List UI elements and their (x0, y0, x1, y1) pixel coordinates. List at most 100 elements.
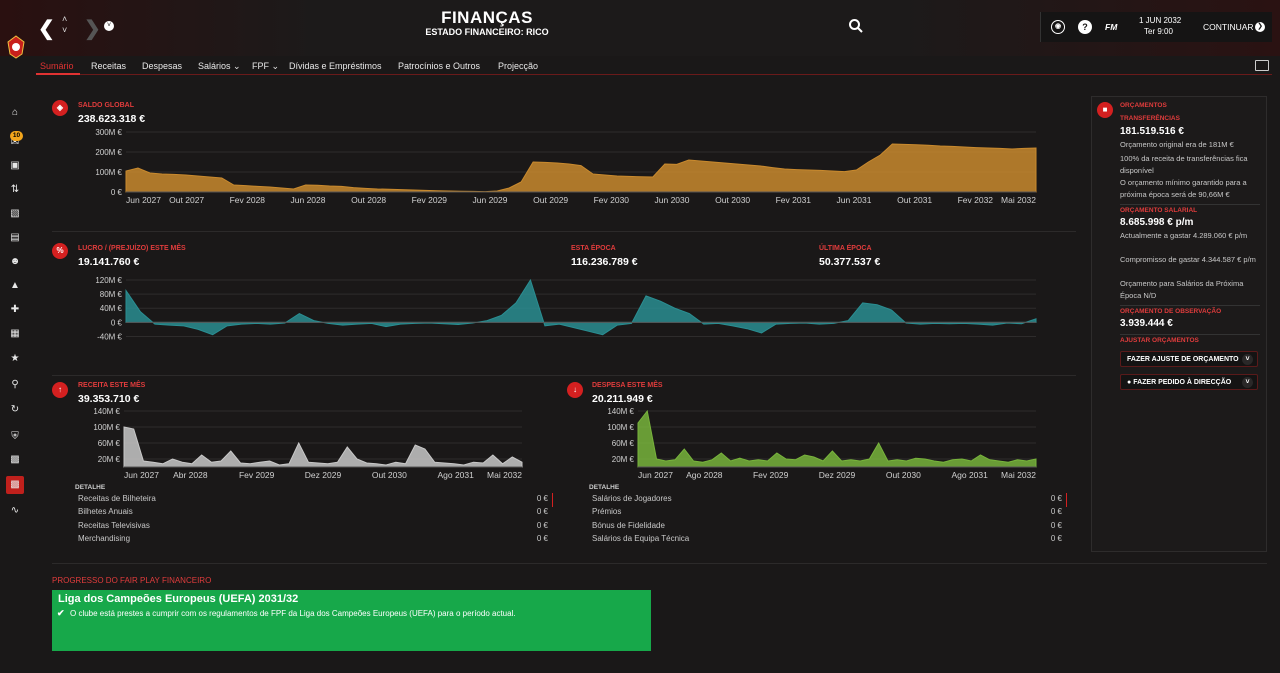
despesa-bar-indicator (1066, 493, 1067, 507)
check-icon: ✔ (57, 608, 65, 618)
receita-row: Receitas de Bilheteira (78, 494, 156, 503)
x-tick-label: Jun 2029 (473, 343, 508, 344)
adjust-budget-label: FAZER AJUSTE DE ORÇAMENTO (1127, 356, 1239, 363)
tab-despesas[interactable]: Despesas (142, 61, 183, 71)
x-tick-label: Fev 2028 (230, 195, 266, 205)
y-tick-label: 200M € (95, 148, 122, 157)
back-icon[interactable]: ❮ (38, 18, 55, 40)
x-tick-label: Mai 2032 (1001, 343, 1036, 344)
y-tick-label: 140M € (607, 407, 634, 416)
right-toolbar: ◉ ? FM 1 JUN 2032 Ter 9:00 CONTINUAR ❯ (1040, 12, 1272, 42)
adjust-budget-button[interactable]: FAZER AJUSTE DE ORÇAMENTO ˅ (1120, 351, 1258, 367)
wage-note: Compromisso de gastar 4.344.587 € p/m (1120, 255, 1256, 264)
x-tick-label: Fev 2030 (594, 343, 630, 344)
receita-row-value: 0 € (536, 521, 548, 530)
help-icon[interactable]: ? (1078, 20, 1092, 34)
club-vision-icon[interactable]: ▩ (10, 454, 20, 465)
nav-dropdown-icon[interactable]: ˅ (104, 21, 114, 31)
monitor-icon[interactable] (1255, 60, 1269, 71)
up-down-icon[interactable]: ˄ ˅ (62, 14, 68, 35)
tab-fpf[interactable]: FPF ⌄ (252, 61, 280, 71)
despesa-chart: 20M € 60M € 100M € 140M € Jun 2027 Ago 2028 Fe… (607, 407, 1037, 480)
wage-budget-value: 8.685.998 € p/m (1120, 217, 1194, 228)
tab-sumario[interactable]: Sumário (40, 61, 74, 71)
adjust-budgets-label: AJUSTAR ORÇAMENTOS (1120, 337, 1199, 344)
medical-icon[interactable]: ✚ (10, 304, 20, 315)
fm-icon[interactable]: FM (1105, 22, 1118, 32)
page-subtitle: ESTADO FINANCEIRO: RICO (425, 27, 549, 37)
staff-icon[interactable]: ☻ (9, 256, 21, 267)
x-tick-label: Out 2031 (897, 343, 932, 344)
tab-projeccao[interactable]: Projecção (498, 61, 539, 71)
season-value: 116.236.789 € (571, 256, 638, 268)
x-tick-label: Jun 2027 (126, 343, 161, 344)
despesa-row-value: 0 € (1050, 534, 1062, 543)
search-icon[interactable] (848, 18, 864, 34)
budgets-title: ORÇAMENTOS (1120, 102, 1167, 109)
request-board-button[interactable]: ● FAZER PEDIDO À DIRECÇÃO ˅ (1120, 374, 1258, 390)
tab-receitas[interactable]: Receitas (91, 61, 127, 71)
globe-icon[interactable]: ◉ (1051, 20, 1065, 34)
y-tick-label: 100M € (95, 168, 122, 177)
x-tick-label: Ago 2031 (951, 470, 988, 480)
last-season-label: ÚLTIMA ÉPOCA (819, 245, 872, 252)
receita-detail-title: DETALHE (75, 484, 106, 491)
dynamics-icon[interactable]: ▧ (10, 208, 20, 219)
receita-row-value: 0 € (536, 507, 548, 516)
expense-icon: ↓ (567, 382, 583, 398)
lucro-value: 19.141.760 € (78, 256, 140, 268)
x-tick-label: Jun 2031 (837, 195, 872, 205)
despesa-value: 20.211.949 € (592, 393, 653, 405)
balance-icon: ◈ (52, 100, 68, 116)
x-tick-label: Jun 2027 (124, 470, 159, 480)
club-info-icon[interactable]: ⛨ (11, 431, 19, 442)
ffp-status-box: Liga dos Campeões Europeus (UEFA) 2031/3… (52, 590, 651, 651)
y-tick-label: 0 € (111, 318, 123, 327)
reports-icon[interactable]: ▤ (10, 232, 20, 243)
continue-arrow-icon[interactable]: ❯ (1255, 22, 1265, 32)
sidebar: ⌂ ✉ ▣ ⇅ ▧ ▤ ☻ ▲ ✚ ▦ ★ ⚲ ↻ ⛨ ▩ ▩ ∿ (0, 96, 30, 526)
saldo-chart: 0 € 100M € 200M € 300M € Jun 2027 Out 2027 Fev… (95, 128, 1037, 205)
x-tick-label: Out 2030 (715, 343, 750, 344)
training-icon[interactable]: ▲ (10, 280, 20, 291)
budget-divider (1120, 204, 1260, 205)
squad-icon[interactable]: ▣ (10, 160, 20, 171)
x-tick-label: Fev 2029 (239, 470, 275, 480)
x-tick-label: Mai 2032 (1001, 195, 1036, 205)
despesa-row: Salários da Equipa Técnica (592, 534, 690, 543)
tab-patrocinios[interactable]: Patrocínios e Outros (398, 61, 481, 71)
transfer-note: O orçamento mínimo garantido para a próx… (1120, 178, 1247, 199)
inbox-icon[interactable]: ✉ (10, 137, 20, 148)
y-tick-label: 20M € (612, 455, 635, 464)
section-divider (52, 231, 1076, 232)
schedule-icon[interactable]: ▦ (10, 328, 20, 339)
budget-icon: ■ (1097, 102, 1113, 118)
forward-icon[interactable]: ❯ (84, 18, 101, 40)
finances-icon[interactable]: ▩ (6, 476, 24, 494)
tab-salarios[interactable]: Salários ⌄ (198, 61, 241, 71)
competitions-icon[interactable]: ★ (10, 353, 20, 364)
home-icon[interactable]: ⌂ (11, 107, 19, 118)
tactics-icon[interactable]: ⇅ (10, 184, 20, 195)
dev-centre-icon[interactable]: ∿ (10, 505, 20, 516)
x-tick-label: Fev 2029 (412, 195, 448, 205)
x-tick-label: Ago 2031 (437, 470, 474, 480)
saldo-label: SALDO GLOBAL (78, 102, 134, 109)
tab-dividas[interactable]: Dívidas e Empréstimos (289, 61, 382, 71)
x-tick-label: Dez 2029 (305, 470, 342, 480)
game-date: 1 JUN 2032 (1139, 16, 1182, 25)
y-tick-label: 40M € (100, 304, 123, 313)
x-tick-label: Out 2030 (715, 195, 750, 205)
continue-button[interactable]: CONTINUAR (1203, 22, 1254, 32)
receita-row-value: 0 € (536, 534, 548, 543)
club-logo[interactable] (6, 34, 26, 60)
y-tick-label: 60M € (612, 439, 635, 448)
receita-row: Receitas Televisivas (78, 521, 150, 530)
transfers-icon[interactable]: ↻ (10, 404, 20, 415)
x-tick-label: Abr 2028 (173, 470, 208, 480)
ffp-text: O clube está prestes a cumprir com os re… (70, 609, 516, 618)
income-icon: ↑ (52, 382, 68, 398)
page-title: FINANÇAS (441, 8, 533, 27)
scouting-icon[interactable]: ⚲ (11, 379, 19, 390)
despesa-row: Salários de Jogadores (592, 494, 672, 503)
